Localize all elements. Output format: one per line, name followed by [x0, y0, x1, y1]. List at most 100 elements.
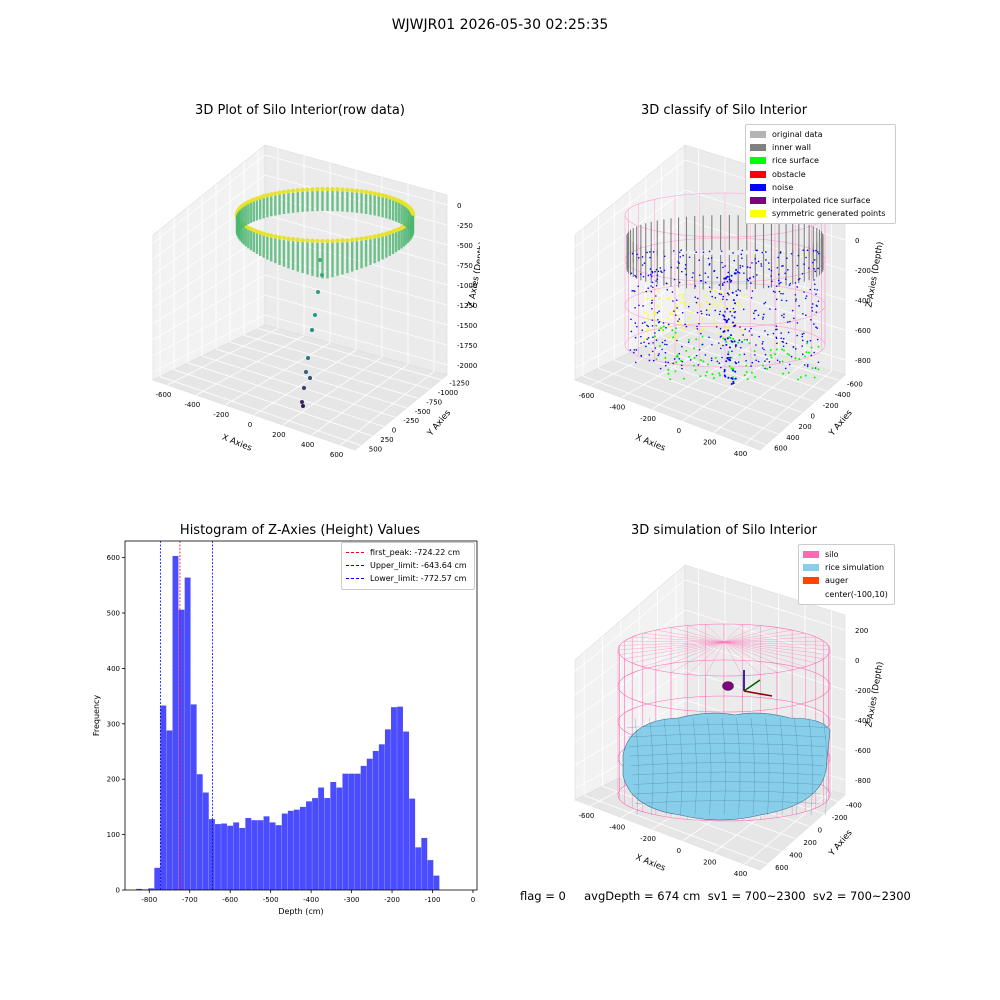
raw-point [340, 187, 345, 192]
cls-noise-point [680, 364, 683, 367]
raw-point [345, 237, 350, 243]
legend-label: noise [772, 182, 794, 192]
raw-ztick-label: -750 [457, 262, 473, 270]
cls-noise-point [645, 345, 647, 348]
cls-noise-point [692, 272, 694, 274]
cls-symmetric-point [676, 314, 680, 317]
cls-noise-point [813, 267, 815, 270]
cls-noise-point [776, 266, 779, 269]
histogram-chart: -800 -700 -600 -500 -400 -300 -200 -100 0 0 100 200… [92, 540, 478, 916]
cls-noise-point [656, 274, 659, 277]
cls-noise-point [782, 337, 785, 340]
cls-gridline-y [582, 375, 767, 446]
raw-ytick-label: 250 [380, 436, 393, 444]
cls-noise-point [733, 259, 736, 262]
cls-noise-point [646, 251, 648, 254]
cls-noise-point [728, 278, 731, 281]
histogram-xtick-label: -400 [303, 896, 319, 904]
cls-symmetric-point [718, 332, 722, 335]
histogram-bar [281, 813, 288, 890]
histogram-bar [354, 773, 361, 890]
cls-noise-point [813, 279, 815, 281]
raw-point [295, 188, 301, 193]
raw-point [349, 237, 355, 242]
cls-noise-point [792, 346, 795, 348]
cls-rice-surface-point [754, 376, 757, 379]
legend-item: rice surface [750, 154, 891, 167]
cls-noise-point [765, 259, 767, 261]
cls-noise-point [761, 251, 764, 254]
cls-noise-point [739, 266, 742, 269]
cls-noise-point [763, 348, 765, 351]
cls-noise-point [726, 292, 729, 295]
cls-noise-point [646, 338, 649, 340]
raw-gridline-z [152, 274, 266, 341]
legend-swatch [750, 157, 766, 165]
cls-noise-point [655, 339, 658, 342]
cls-noise-point [775, 285, 778, 287]
cls-noise-point [660, 270, 662, 272]
raw-point [410, 211, 416, 216]
cls-gridline-z [574, 309, 686, 369]
cls-noise-point [778, 282, 781, 285]
cls-rice-surface-point [743, 374, 746, 377]
cls-symmetric-point [668, 312, 672, 316]
cls-noise-point [708, 286, 711, 289]
cls-noise-point [784, 367, 787, 370]
cls-noise-point [708, 303, 711, 305]
cls-noise-point [651, 325, 654, 327]
raw-xaxis-label: X Axies [220, 433, 253, 454]
cls-noise-point [694, 296, 697, 299]
cls-noise-point [687, 305, 690, 308]
cls-noise-point [733, 302, 736, 305]
cls-noise-point [723, 370, 726, 373]
cls-noise-point [640, 342, 642, 344]
raw-point [273, 191, 278, 196]
cls-noise-point [700, 332, 702, 335]
legend-item: first_peak: -724.22 cm [346, 546, 470, 559]
sim-silo-roof-wire [687, 625, 725, 643]
cls-noise-point [665, 327, 667, 329]
cls-yaxis-label: Y Axies [827, 408, 855, 439]
cls-noise-point [775, 325, 778, 328]
cls-rice-surface-point [788, 354, 791, 357]
raw-gridline-y [187, 362, 384, 427]
cls-noise-point [734, 324, 737, 327]
cls-noise-point [711, 343, 713, 346]
raw-point [359, 236, 364, 241]
cls-noise-point [708, 314, 711, 316]
sim-ytick-label: 400 [789, 851, 802, 859]
histogram-bar [245, 817, 252, 890]
cls-noise-point [794, 293, 797, 296]
cls-noise-point [684, 267, 687, 270]
sim-axis-arrow [743, 690, 773, 697]
cls-noise-point [655, 295, 657, 297]
legend-item: obstacle [750, 168, 891, 181]
cls-noise-point [801, 272, 804, 275]
cls-rice-surface-point [799, 376, 802, 379]
histogram-bar [202, 792, 209, 890]
sim-silo-roof-wire [619, 641, 725, 646]
sim-xtick-label: -600 [578, 812, 594, 820]
cls-noise-point [803, 332, 805, 335]
sim-rice-mesh [649, 717, 654, 816]
cls-rice-surface-point [674, 331, 677, 334]
cls-rice-surface-point [797, 378, 800, 381]
histogram-bar [427, 860, 434, 890]
cls-noise-point [696, 328, 699, 330]
histogram-bar [293, 809, 300, 890]
legend-item: center(-100,10) [803, 588, 890, 601]
cls-noise-point [749, 277, 751, 279]
cls-symmetric-point [658, 296, 662, 300]
cls-noise-point [780, 332, 783, 334]
cls-noise-point [798, 277, 801, 280]
cls-noise-point [698, 274, 701, 276]
cls-noise-point [728, 276, 730, 278]
cls-ztick-label: -600 [855, 327, 871, 335]
cls-noise-point [634, 361, 637, 364]
raw-ytick-label: -250 [403, 417, 419, 425]
raw-ztick-label: -1750 [457, 342, 477, 350]
cls-noise-point [663, 269, 666, 272]
cls-noise-point [808, 267, 810, 269]
raw-point [384, 231, 389, 236]
